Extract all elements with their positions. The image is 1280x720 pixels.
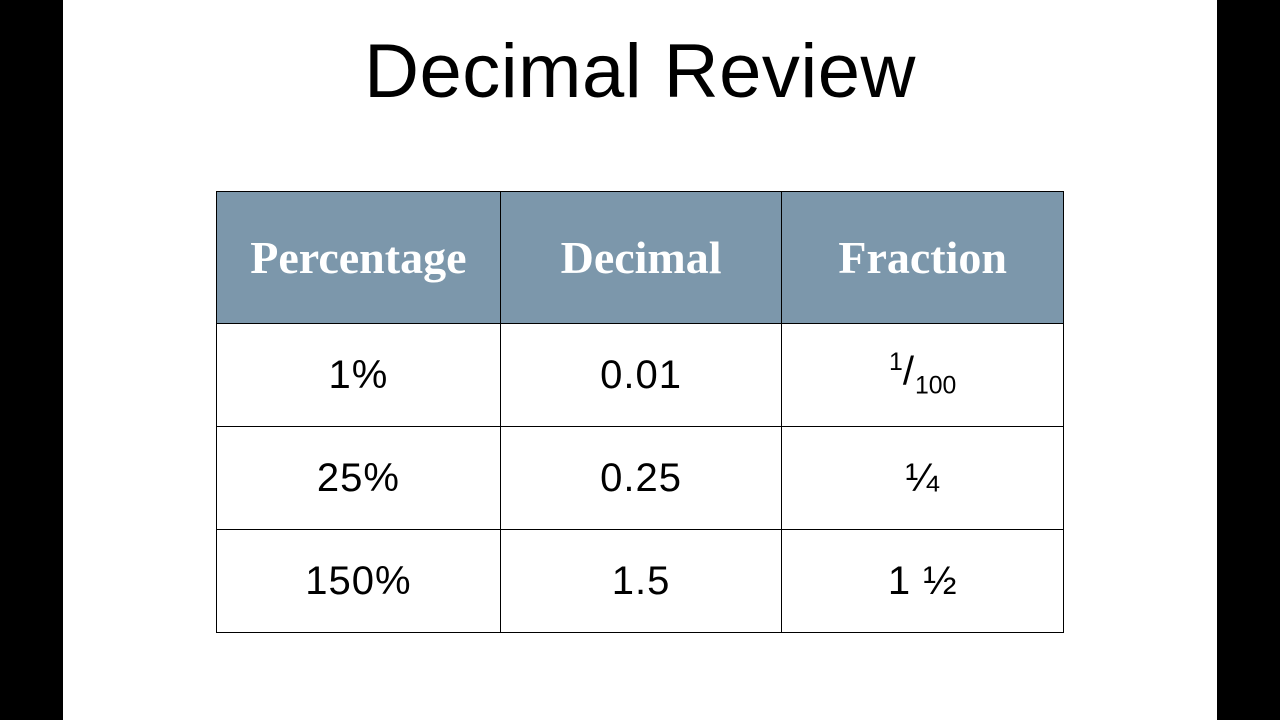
cell-percentage: 25% [217, 427, 501, 530]
table-row: 1% 0.01 1/100 [217, 324, 1064, 427]
fraction-slash: / [903, 350, 915, 394]
fraction-whole: 1 [888, 559, 911, 603]
fraction-half: ½ [923, 559, 957, 603]
cell-decimal: 1.5 [500, 530, 782, 633]
cell-fraction: 1 ½ [782, 530, 1064, 633]
slide: Decimal Review Percentage Decimal Fracti… [63, 0, 1217, 720]
cell-percentage: 150% [217, 530, 501, 633]
fraction-space [911, 559, 923, 603]
table-wrap: Percentage Decimal Fraction 1% 0.01 1/10… [216, 191, 1064, 633]
fraction-denominator: 100 [915, 373, 956, 400]
table-header-row: Percentage Decimal Fraction [217, 192, 1064, 324]
col-header-decimal: Decimal [500, 192, 782, 324]
table-body: 1% 0.01 1/100 25% 0.25 ¼ 150% 1.5 1 ½ [217, 324, 1064, 633]
cell-decimal: 0.01 [500, 324, 782, 427]
conversion-table: Percentage Decimal Fraction 1% 0.01 1/10… [216, 191, 1064, 633]
col-header-fraction: Fraction [782, 192, 1064, 324]
fraction-numerator: 1 [889, 349, 903, 376]
col-header-percentage: Percentage [217, 192, 501, 324]
table-row: 25% 0.25 ¼ [217, 427, 1064, 530]
cell-fraction: ¼ [782, 427, 1064, 530]
cell-fraction: 1/100 [782, 324, 1064, 427]
table-row: 150% 1.5 1 ½ [217, 530, 1064, 633]
page-title: Decimal Review [63, 0, 1217, 115]
cell-percentage: 1% [217, 324, 501, 427]
cell-decimal: 0.25 [500, 427, 782, 530]
